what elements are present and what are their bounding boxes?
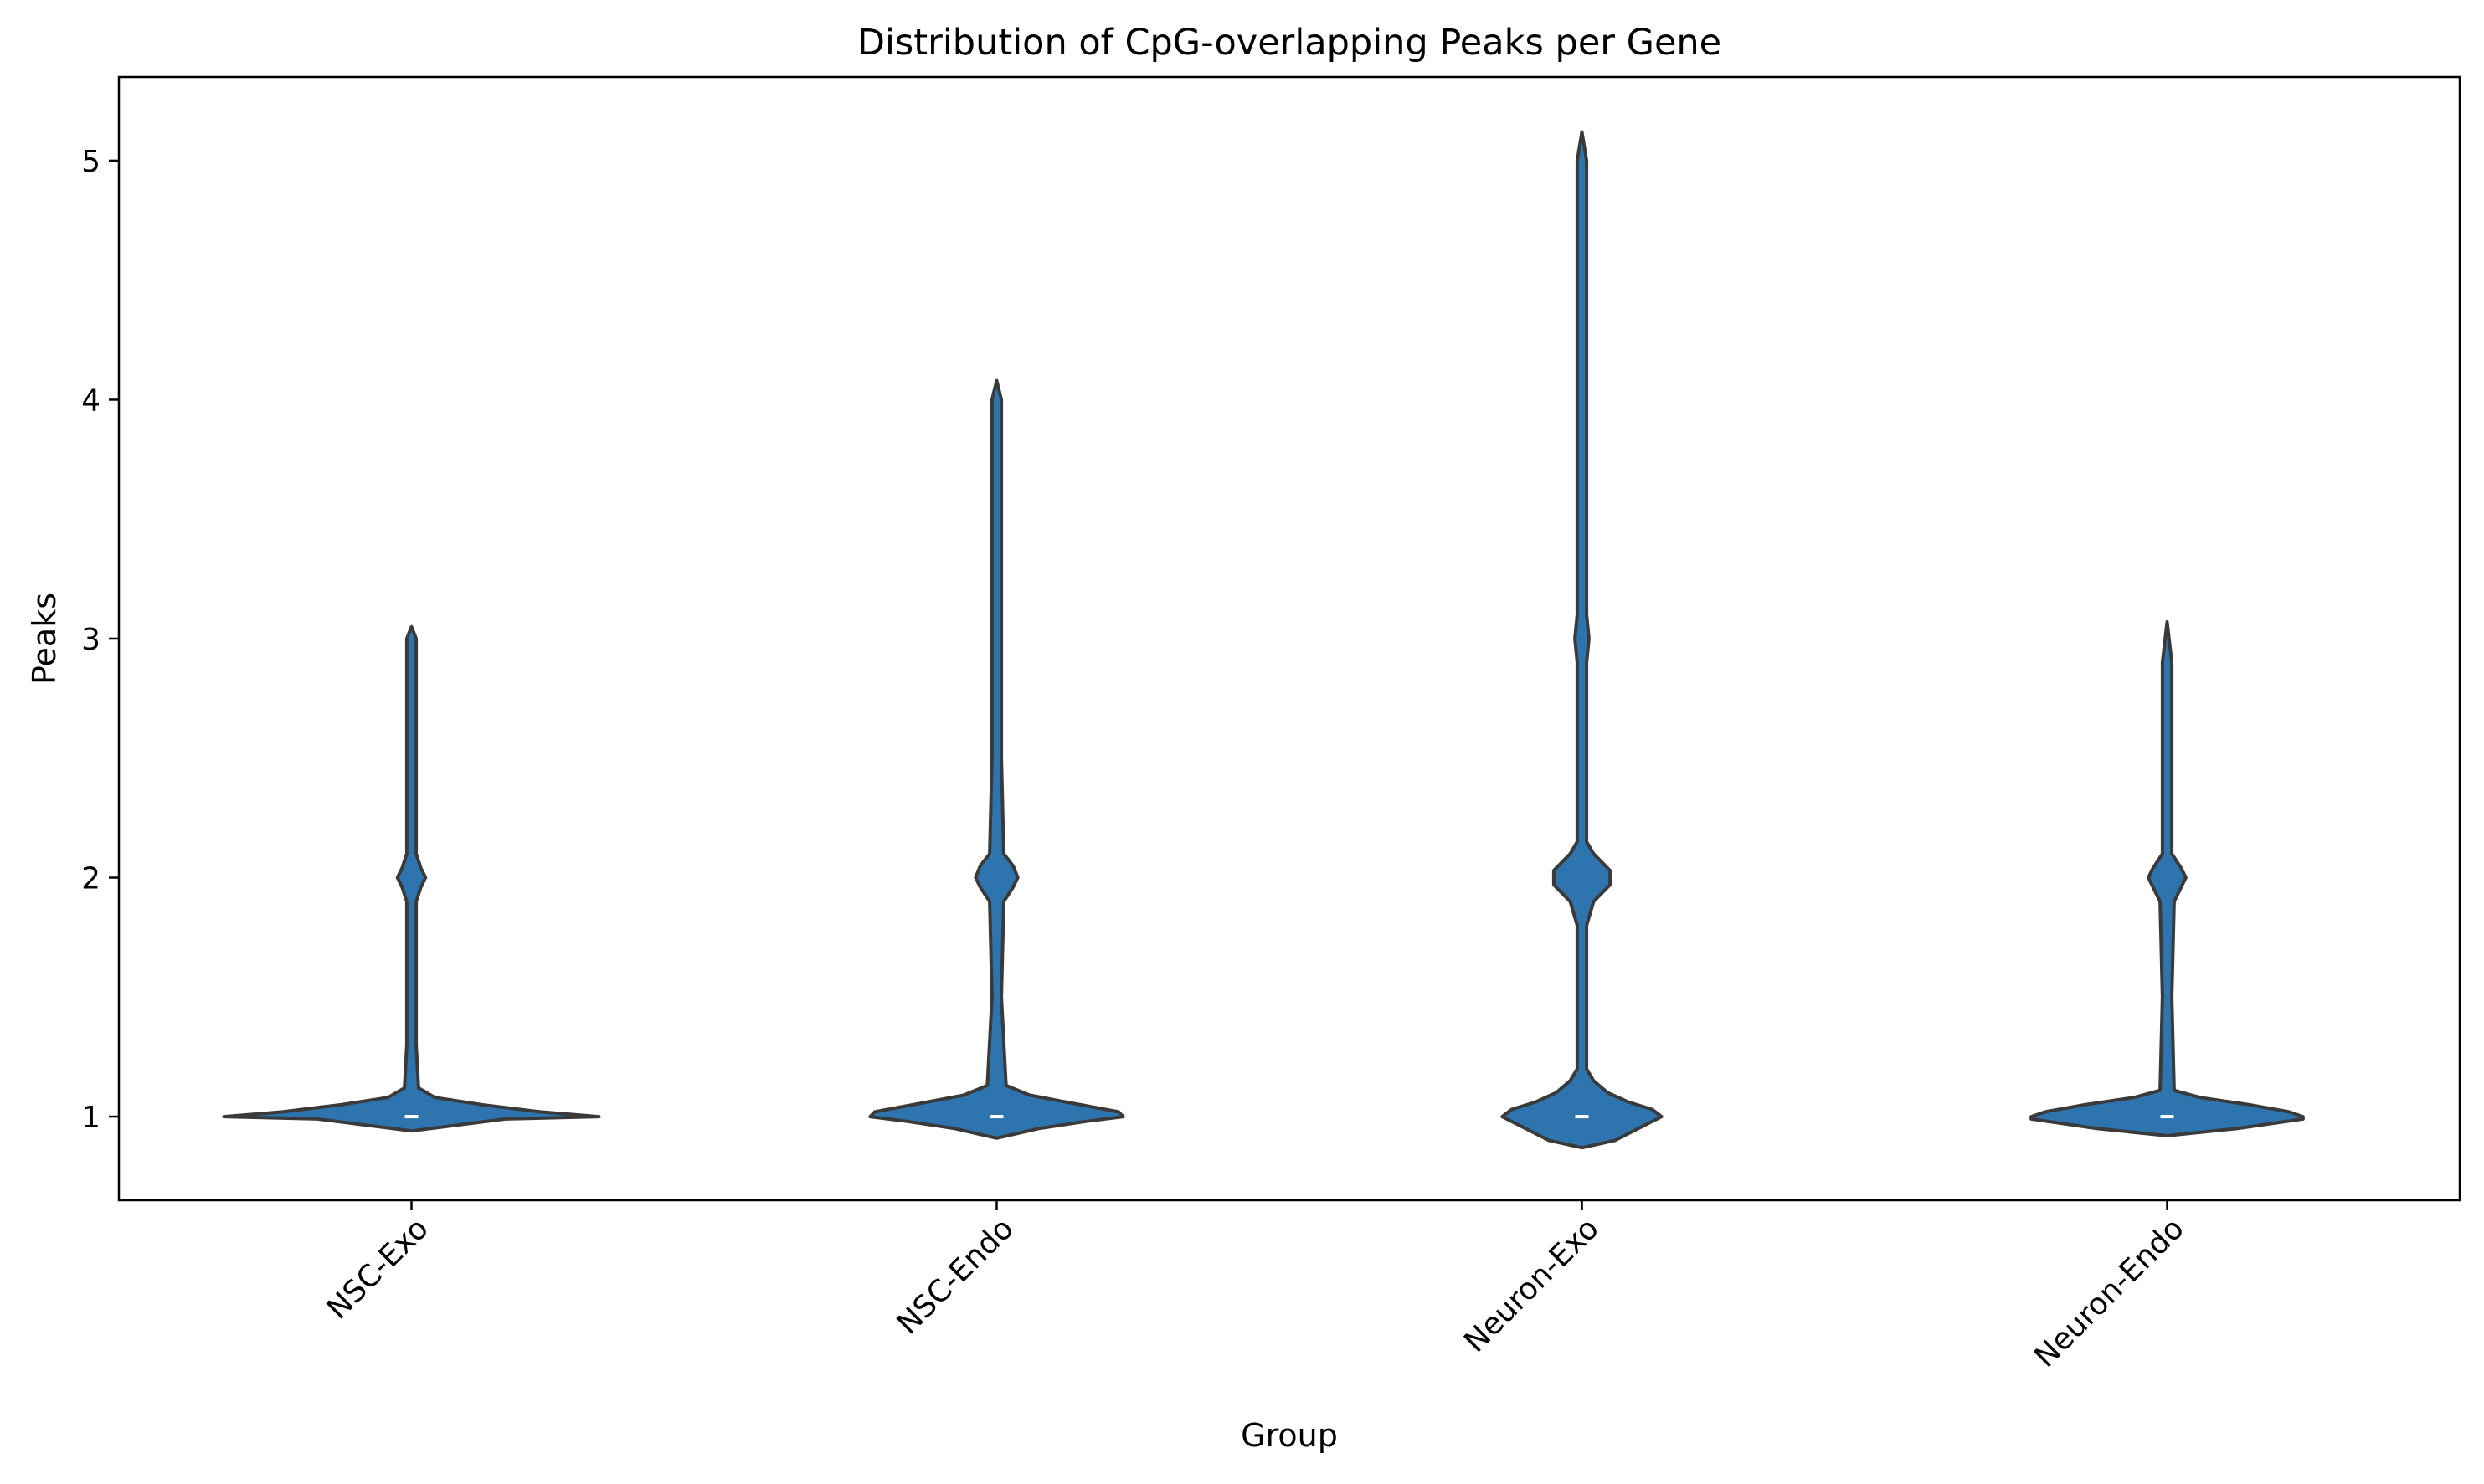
y-axis: 1 2 3 4 5 bbox=[81, 145, 119, 1135]
y-tick-label: 2 bbox=[81, 862, 100, 896]
violin-nsc-endo bbox=[868, 378, 1125, 1140]
violins-layer bbox=[222, 130, 2305, 1150]
y-tick-label: 4 bbox=[81, 383, 100, 418]
chart-title: Distribution of CpG-overlapping Peaks pe… bbox=[857, 22, 1721, 64]
violin-neuron-endo bbox=[2029, 620, 2305, 1137]
y-tick-label: 5 bbox=[81, 145, 100, 179]
violin-nsc-exo bbox=[222, 624, 601, 1133]
y-axis-label: Peaks bbox=[26, 593, 63, 685]
y-tick-label: 1 bbox=[81, 1101, 100, 1135]
y-tick-label: 3 bbox=[81, 623, 100, 657]
violin-neuron-exo bbox=[1500, 130, 1664, 1150]
x-axis-label: Group bbox=[1241, 1417, 1338, 1454]
